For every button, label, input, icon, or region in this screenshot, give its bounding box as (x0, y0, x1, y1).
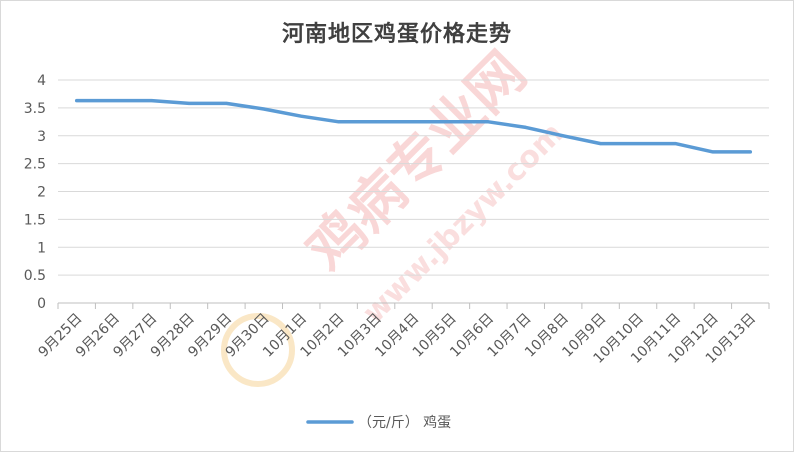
data-point (113, 100, 115, 102)
legend[interactable]: （元/斤） 鸡蛋 (306, 414, 451, 431)
data-point (225, 102, 227, 104)
data-point (450, 121, 452, 123)
y-tick-label: 3.5 (24, 101, 46, 117)
series-layer (74, 98, 753, 154)
data-point (413, 121, 414, 123)
y-tick-label: 0.5 (24, 268, 46, 284)
legend-label: （元/斤） 鸡蛋 (358, 414, 451, 431)
y-tick-label: 1.5 (24, 212, 46, 228)
data-point (749, 151, 751, 153)
data-point (600, 143, 602, 145)
x-axis-ticks: 9月25日9月26日9月27日9月28日9月29日9月30日10月1日10月2日… (36, 303, 770, 367)
y-tick-label: 2.5 (24, 157, 46, 173)
y-tick-label: 4 (37, 73, 46, 89)
y-tick-label: 0 (37, 296, 46, 312)
data-point (562, 135, 564, 137)
data-point (338, 121, 340, 123)
data-point (151, 100, 153, 102)
y-tick-label: 2 (37, 185, 46, 201)
data-point (637, 143, 639, 145)
data-point (263, 108, 265, 110)
data-point (674, 143, 676, 145)
watermark-logo (221, 313, 295, 387)
data-point (487, 121, 489, 123)
y-axis-ticks: 0 0.5 1 1.5 2 2.5 3 3.5 4 (24, 73, 46, 312)
data-point (76, 100, 78, 102)
data-point (525, 126, 527, 128)
data-point (188, 102, 190, 104)
chart-title: 河南地区鸡蛋价格走势 (281, 21, 512, 47)
y-tick-label: 1 (37, 240, 46, 256)
data-point (712, 151, 714, 153)
gridlines (58, 79, 769, 304)
data-point (300, 115, 302, 117)
y-tick-label: 3 (37, 129, 46, 145)
data-point (375, 121, 377, 123)
